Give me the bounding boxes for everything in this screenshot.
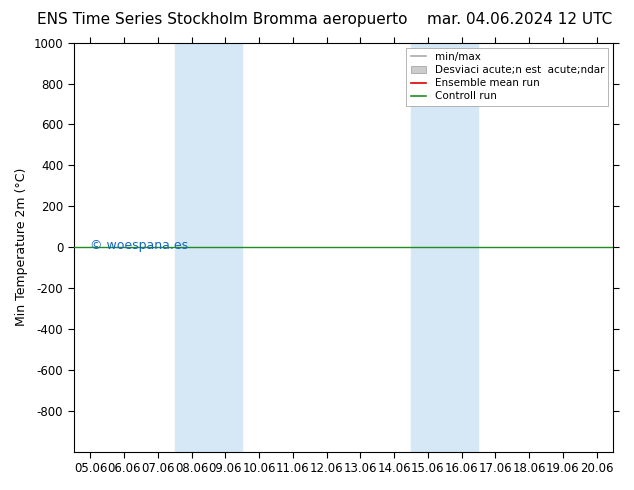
Text: ENS Time Series Stockholm Bromma aeropuerto: ENS Time Series Stockholm Bromma aeropue… bbox=[37, 12, 407, 27]
Text: mar. 04.06.2024 12 UTC: mar. 04.06.2024 12 UTC bbox=[427, 12, 612, 27]
Text: © woespana.es: © woespana.es bbox=[90, 239, 188, 251]
Y-axis label: Min Temperature 2m (°C): Min Temperature 2m (°C) bbox=[15, 168, 28, 326]
Bar bbox=[411, 43, 479, 452]
Bar bbox=[175, 43, 242, 452]
Legend: min/max, Desviaci acute;n est  acute;ndar, Ensemble mean run, Controll run: min/max, Desviaci acute;n est acute;ndar… bbox=[406, 48, 608, 105]
